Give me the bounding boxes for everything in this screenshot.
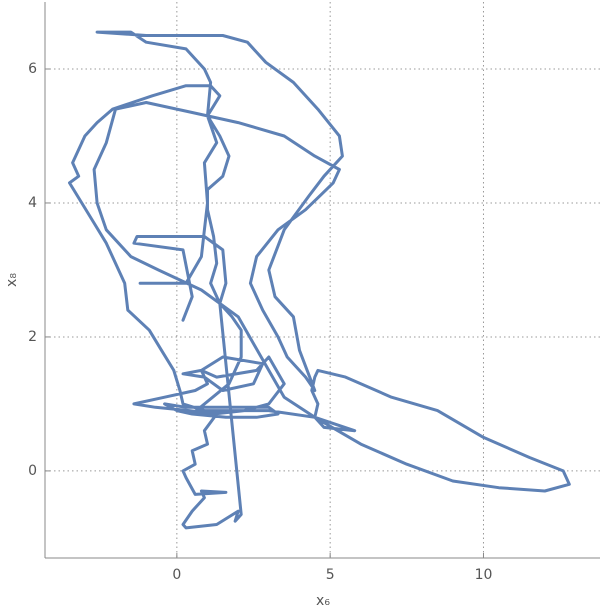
y-tick-label: 4 [28, 195, 37, 211]
y-tick-label: 2 [28, 329, 37, 345]
y-axis-label: x₈ [4, 273, 20, 287]
y-tick-label: 0 [28, 463, 37, 479]
trajectory [68, 30, 571, 530]
y-tick-label: 6 [28, 61, 37, 77]
x-tick-label: 0 [172, 567, 181, 583]
x-tick-label: 5 [326, 567, 335, 583]
x-tick-label: 10 [475, 567, 493, 583]
x-axis-label: x₆ [316, 593, 330, 609]
